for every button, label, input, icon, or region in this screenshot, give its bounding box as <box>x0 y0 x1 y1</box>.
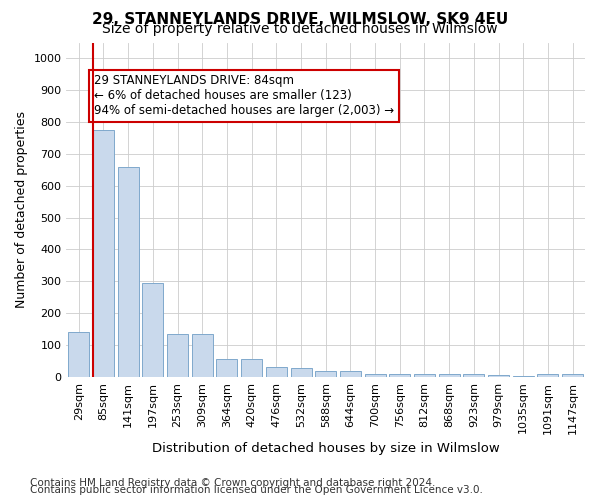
Bar <box>142 283 163 377</box>
Bar <box>68 332 89 377</box>
Bar <box>463 374 484 377</box>
Bar <box>414 374 435 377</box>
Bar <box>290 368 311 377</box>
Text: Size of property relative to detached houses in Wilmslow: Size of property relative to detached ho… <box>102 22 498 36</box>
X-axis label: Distribution of detached houses by size in Wilmslow: Distribution of detached houses by size … <box>152 442 500 455</box>
Bar <box>118 166 139 377</box>
Bar <box>192 334 213 377</box>
Text: 29, STANNEYLANDS DRIVE, WILMSLOW, SK9 4EU: 29, STANNEYLANDS DRIVE, WILMSLOW, SK9 4E… <box>92 12 508 28</box>
Bar <box>266 368 287 377</box>
Bar <box>538 374 559 377</box>
Y-axis label: Number of detached properties: Number of detached properties <box>15 111 28 308</box>
Bar <box>365 374 386 377</box>
Bar <box>513 376 534 377</box>
Bar <box>93 130 114 377</box>
Bar <box>439 374 460 377</box>
Bar <box>217 360 238 377</box>
Bar <box>389 374 410 377</box>
Text: Contains public sector information licensed under the Open Government Licence v3: Contains public sector information licen… <box>30 485 483 495</box>
Text: 29 STANNEYLANDS DRIVE: 84sqm
← 6% of detached houses are smaller (123)
94% of se: 29 STANNEYLANDS DRIVE: 84sqm ← 6% of det… <box>94 74 394 118</box>
Bar <box>562 374 583 377</box>
Text: Contains HM Land Registry data © Crown copyright and database right 2024.: Contains HM Land Registry data © Crown c… <box>30 478 436 488</box>
Bar <box>340 371 361 377</box>
Bar <box>488 375 509 377</box>
Bar <box>167 334 188 377</box>
Bar <box>241 360 262 377</box>
Bar <box>315 371 336 377</box>
